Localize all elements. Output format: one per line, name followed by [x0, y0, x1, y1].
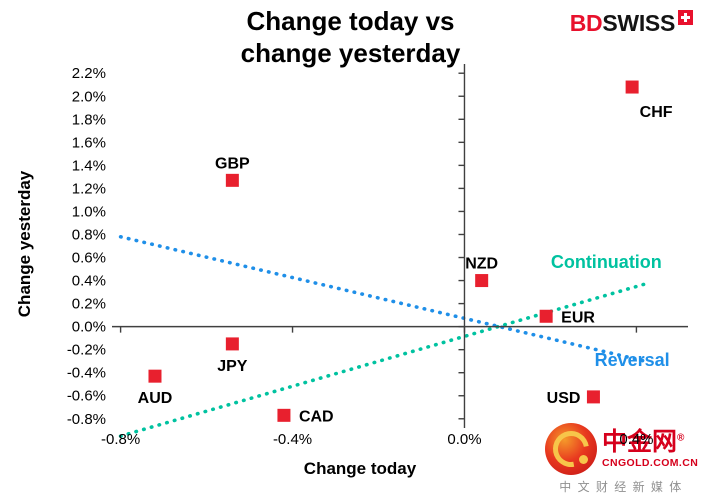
point-label-jpy: JPY	[217, 358, 248, 375]
y-tick-label: 2.0%	[72, 88, 106, 105]
bdswiss-logo: BD SWISS	[570, 10, 693, 37]
y-tick-label: 0.4%	[72, 273, 106, 290]
registered-mark-icon: ®	[677, 433, 685, 445]
cngold-tagline: 中 文 财 经 新 媒 体	[559, 480, 683, 494]
chart-title-line2: change yesterday	[240, 37, 461, 68]
y-tick-label: -0.6%	[67, 388, 106, 405]
y-tick-label: 0.8%	[72, 226, 106, 243]
data-point-chf	[625, 80, 639, 94]
y-tick-label: 2.2%	[72, 65, 106, 82]
point-label-chf: CHF	[640, 104, 673, 121]
y-tick-label: -0.2%	[67, 342, 106, 359]
y-tick-label: 1.6%	[72, 134, 106, 151]
data-point-nzd	[475, 274, 489, 288]
x-axis-title: Change today	[304, 459, 417, 478]
chart-title-line1: Change today vs	[246, 6, 455, 36]
x-tick-label: -0.8%	[101, 431, 140, 448]
bdswiss-logo-swiss: SWISS	[602, 10, 675, 36]
point-label-cad: CAD	[299, 408, 334, 425]
data-point-usd	[586, 390, 600, 404]
y-tick-label: -0.8%	[67, 411, 106, 428]
trend-line-label-reversal: Reversal	[595, 350, 670, 370]
cngold-watermark: 中金网® CNGOLD.COM.CN 中 文 财 经 新 媒 体	[545, 423, 698, 495]
trend-line-continuation	[118, 282, 647, 438]
x-tick-label: 0.0%	[447, 431, 481, 448]
y-tick-label: 1.4%	[72, 157, 106, 174]
cngold-name: 中金网®	[602, 429, 698, 455]
data-point-gbp	[225, 173, 239, 187]
y-tick-label: 0.6%	[72, 250, 106, 267]
cngold-text-block: 中金网® CNGOLD.COM.CN	[602, 429, 698, 468]
y-tick-label: 1.0%	[72, 203, 106, 220]
x-tick-label: -0.4%	[273, 431, 312, 448]
point-label-gbp: GBP	[215, 155, 250, 172]
bdswiss-logo-bd: BD	[569, 10, 603, 36]
data-point-aud	[148, 369, 162, 383]
y-tick-label: -0.4%	[67, 365, 106, 382]
chart-title: Change today vs change yesterday	[0, 6, 701, 69]
x-tick-label: 0.4%	[619, 431, 653, 448]
trend-line-label-continuation: Continuation	[551, 252, 662, 272]
cngold-row: 中金网® CNGOLD.COM.CN	[545, 423, 698, 475]
point-label-aud: AUD	[138, 390, 173, 407]
point-label-eur: EUR	[561, 309, 595, 326]
data-point-jpy	[225, 337, 239, 351]
data-point-cad	[277, 408, 291, 422]
cngold-domain: CNGOLD.COM.CN	[602, 456, 699, 469]
y-tick-label: 1.8%	[72, 111, 106, 128]
y-axis-title: Change yesterday	[15, 170, 34, 317]
trend-line-reversal	[118, 234, 647, 363]
y-tick-label: 0.2%	[72, 296, 106, 313]
point-label-usd: USD	[547, 390, 581, 407]
point-label-nzd: NZD	[465, 256, 498, 273]
y-tick-label: 0.0%	[72, 319, 106, 336]
data-point-eur	[539, 309, 553, 323]
cngold-logo-icon	[545, 423, 597, 475]
y-tick-label: 1.2%	[72, 180, 106, 197]
swiss-flag-icon	[678, 10, 693, 25]
cngold-name-text: 中金网	[602, 428, 678, 457]
